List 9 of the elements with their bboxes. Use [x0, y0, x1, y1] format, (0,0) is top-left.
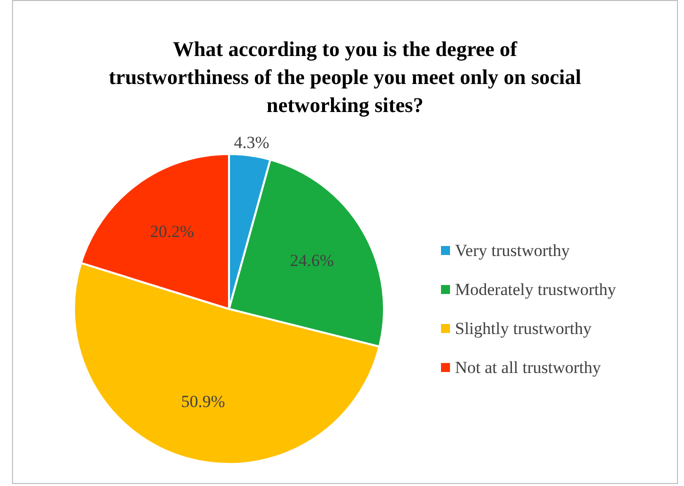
legend-label: Slightly trustworthy: [455, 318, 592, 338]
legend-label: Not at all trustworthy: [455, 358, 601, 378]
legend-label: Moderately trustworthy: [455, 280, 616, 300]
chart-title: What according to you is the degree of trustworthiness of the people you meet only on social networking sites?: [108, 36, 582, 119]
data-label: 24.6%: [290, 251, 334, 270]
data-label: 4.3%: [234, 133, 270, 152]
data-label: 20.2%: [150, 222, 194, 242]
legend-label: Very trustworthy: [455, 240, 570, 260]
data-label: 50.9%: [181, 392, 226, 412]
